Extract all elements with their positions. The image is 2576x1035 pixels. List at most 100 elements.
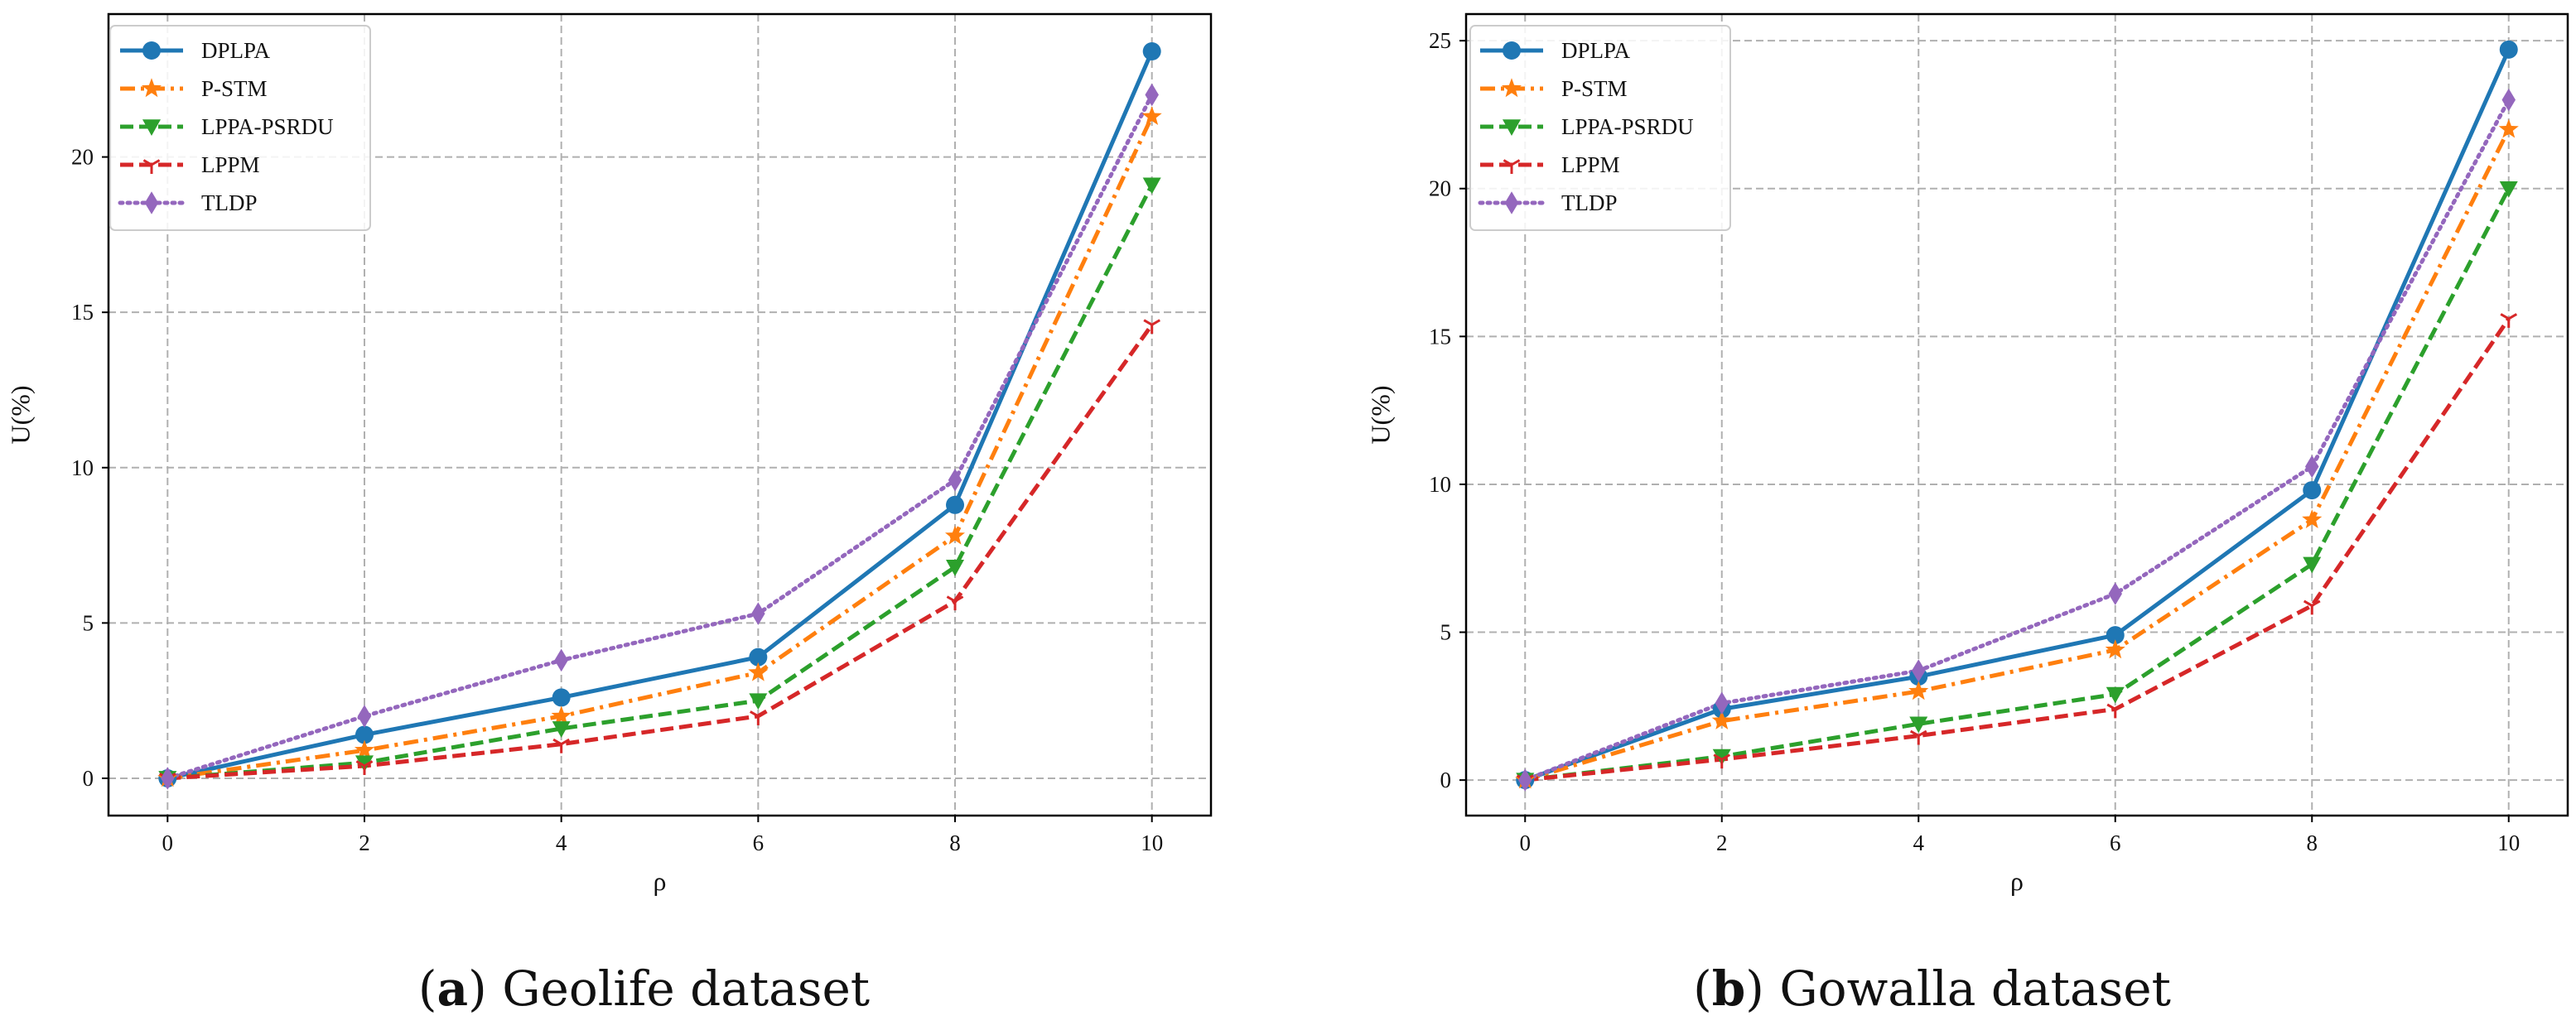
chart-panel-b: 0 2 4 6 8 10 0 5 10 15 20 25 ρ U(%) DPLPA P-STM LPPA-PSR… (1365, 12, 2569, 896)
y-axis-label: U(%) (5, 385, 35, 444)
y-axis-label: U(%) (1365, 385, 1395, 444)
series-line-lppa-psrdu (1525, 187, 2511, 782)
data-point (1518, 768, 1532, 792)
y-tick-label: 10 (71, 455, 94, 480)
chart-panel-a: 0 2 4 6 8 10 0 5 10 15 20 ρ U(%) DPLPA P-STM LPPA-PSRDU… (5, 12, 1213, 896)
series-markers-lppa-psrdu (158, 177, 1161, 787)
data-point (2302, 509, 2323, 528)
data-point (355, 760, 374, 775)
data-point (2303, 481, 2322, 500)
data-point (161, 767, 175, 790)
x-tick-label: 4 (1913, 830, 1925, 855)
legend-label: P-STM (1561, 76, 1628, 101)
legend-marker (144, 191, 159, 214)
data-point (2303, 599, 2321, 615)
x-tick-label: 10 (1141, 830, 1163, 855)
legend-box (1469, 25, 1731, 231)
data-point (355, 739, 374, 759)
series-markers-lppm (1516, 313, 2518, 790)
data-point (1142, 177, 1161, 195)
plot-frame (1464, 12, 2569, 817)
legend-label: DPLPA (201, 38, 271, 63)
data-point (554, 648, 568, 672)
data-point (2108, 582, 2122, 605)
data-point (1141, 106, 1162, 125)
caption-b-text: Gowalla dataset (1779, 960, 2171, 1017)
data-point (749, 693, 768, 710)
data-point (2106, 703, 2125, 719)
legend-label: LPPA-PSRDU (201, 114, 334, 139)
data-point (355, 755, 374, 773)
x-axis-label: ρ (654, 866, 667, 896)
data-point (552, 721, 571, 738)
series-line-tldp (165, 93, 1155, 781)
series-markers-lppa-psrdu (1516, 181, 2518, 790)
data-point (948, 469, 962, 492)
caption-b: (b) Gowalla dataset (1693, 960, 2171, 1017)
y-tick-label: 0 (1440, 768, 1452, 792)
data-point (1712, 749, 1731, 766)
x-tick-label: 4 (556, 830, 567, 855)
data-point (2498, 118, 2519, 138)
x-tick-label: 2 (359, 830, 370, 855)
data-point (1912, 659, 1926, 682)
x-tick-label: 2 (1716, 830, 1728, 855)
series-markers-lppm (158, 319, 1161, 787)
data-point (2105, 639, 2125, 659)
data-point (945, 525, 965, 545)
series-line-lppa-psrdu (167, 184, 1154, 781)
data-point (749, 647, 768, 667)
legend-marker (142, 78, 162, 98)
legend: DPLPA P-STM LPPA-PSRDU LPPM TLDP (109, 25, 371, 231)
legend-label: TLDP (1561, 190, 1618, 215)
data-point (2305, 455, 2319, 479)
x-tick-label: 0 (162, 830, 174, 855)
series-line-lppm (1525, 317, 2511, 782)
legend-box (109, 25, 371, 231)
legend-label: TLDP (201, 190, 258, 215)
plot-frame (107, 12, 1213, 817)
legend-label: LPPM (1561, 152, 1620, 177)
data-point (1909, 716, 1928, 734)
series-line-dplpa (166, 51, 1154, 781)
data-point (2499, 181, 2518, 198)
legend-label: P-STM (201, 76, 268, 101)
legend-marker (1504, 191, 1519, 214)
caption-b-letter: b (1711, 960, 1746, 1017)
series-line-p-stm (166, 115, 1154, 781)
legend-marker (1503, 159, 1521, 174)
data-point (2106, 626, 2125, 645)
x-tick-label: 6 (753, 830, 765, 855)
data-point (1142, 42, 1161, 61)
y-tick-label: 20 (71, 145, 94, 170)
x-tick-label: 8 (949, 830, 961, 855)
data-point (357, 705, 372, 728)
y-tick-label: 15 (1429, 324, 1451, 349)
data-point (748, 662, 769, 681)
legend-marker (142, 119, 161, 136)
y-tick-label: 15 (71, 300, 94, 325)
data-point (751, 602, 765, 625)
y-tick-label: 5 (83, 610, 94, 635)
x-tick-label: 10 (2497, 830, 2520, 855)
caption-a: (a) Geolife dataset (417, 960, 871, 1017)
data-point (355, 725, 374, 744)
data-point (1143, 319, 1161, 335)
data-point (2501, 88, 2516, 112)
series-markers-tldp (161, 83, 1159, 790)
legend-marker (1503, 119, 1521, 136)
legend-label: DPLPA (1561, 38, 1631, 63)
data-point (552, 738, 570, 753)
y-tick-label: 5 (1440, 620, 1452, 645)
caption-a-text: Geolife dataset (502, 960, 871, 1017)
data-point (551, 705, 572, 725)
y-tick-label: 0 (83, 766, 94, 791)
data-point (946, 595, 964, 611)
legend-label: LPPM (201, 152, 260, 177)
data-point (1145, 83, 1159, 107)
series-line-lppm (167, 323, 1154, 781)
data-point (750, 710, 767, 725)
series-line-tldp (1522, 98, 2511, 782)
y-tick-label: 20 (1429, 176, 1451, 201)
